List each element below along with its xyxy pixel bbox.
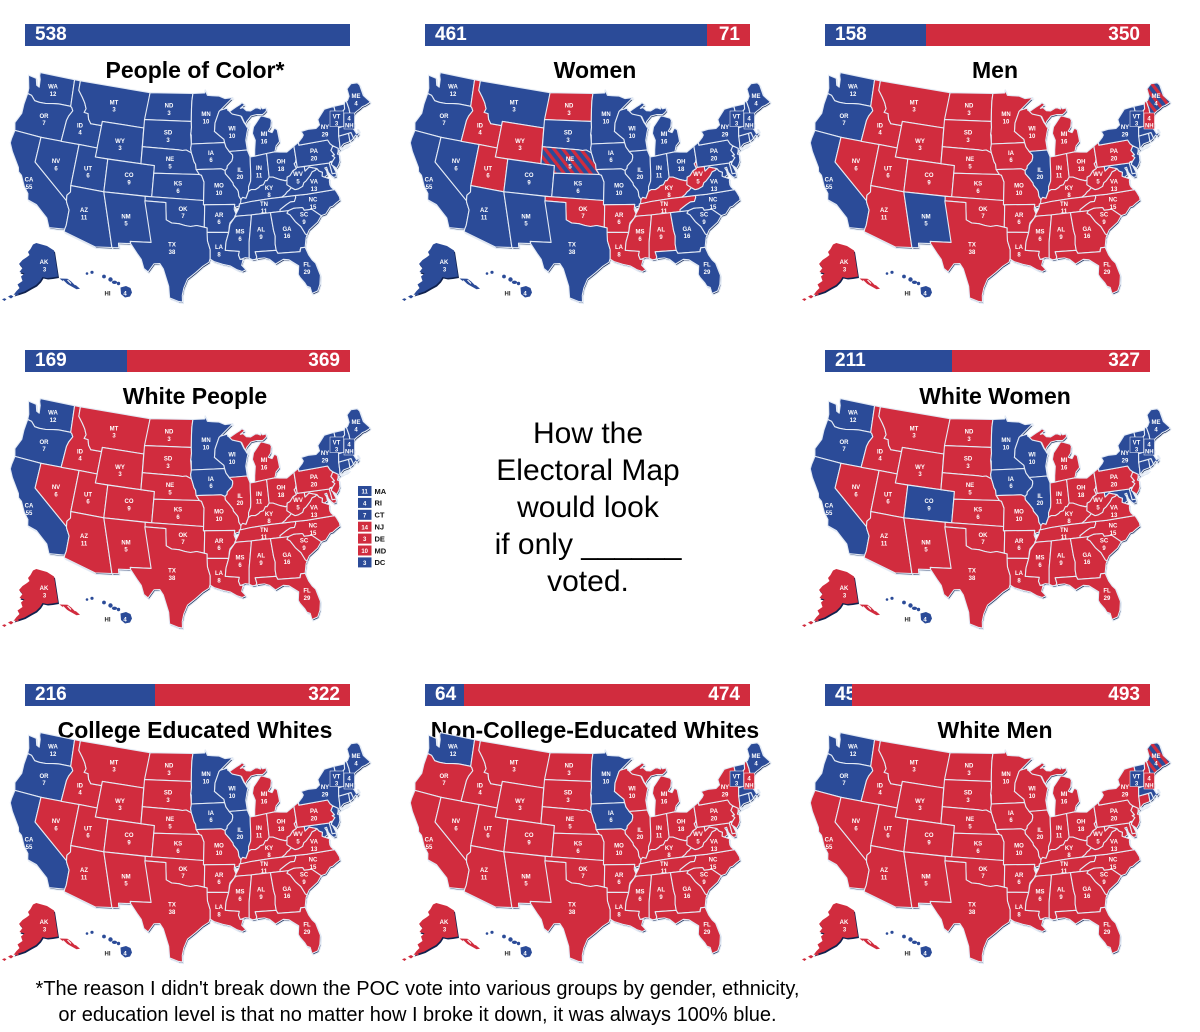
svg-text:4: 4 xyxy=(347,777,351,783)
svg-text:3: 3 xyxy=(363,561,367,567)
svg-text:3: 3 xyxy=(335,448,339,454)
svg-text:CT: CT xyxy=(375,511,385,520)
svg-text:VT: VT xyxy=(1133,441,1141,447)
svg-text:4: 4 xyxy=(1147,117,1151,123)
svg-text:MA: MA xyxy=(375,487,387,496)
svg-text:3: 3 xyxy=(335,782,339,788)
svg-text:VT: VT xyxy=(1133,775,1141,781)
svg-text:NH: NH xyxy=(1145,784,1154,790)
svg-text:10: 10 xyxy=(361,549,368,555)
svg-text:4: 4 xyxy=(747,777,751,783)
svg-text:NH: NH xyxy=(345,124,354,130)
svg-text:4: 4 xyxy=(363,502,367,508)
svg-text:3: 3 xyxy=(1135,448,1139,454)
svg-text:NH: NH xyxy=(345,784,354,790)
svg-text:VT: VT xyxy=(333,441,341,447)
svg-text:VT: VT xyxy=(733,115,741,121)
svg-text:DE: DE xyxy=(375,534,385,543)
svg-text:3: 3 xyxy=(735,122,739,128)
svg-text:3: 3 xyxy=(335,122,339,128)
svg-text:4: 4 xyxy=(1147,777,1151,783)
svg-text:NH: NH xyxy=(1145,450,1154,456)
svg-text:NH: NH xyxy=(345,450,354,456)
svg-text:VT: VT xyxy=(733,775,741,781)
svg-text:3: 3 xyxy=(735,782,739,788)
svg-text:3: 3 xyxy=(1135,782,1139,788)
svg-text:NH: NH xyxy=(745,784,754,790)
svg-text:4: 4 xyxy=(347,443,351,449)
svg-text:3: 3 xyxy=(363,537,367,543)
svg-text:NH: NH xyxy=(745,124,754,130)
svg-text:3: 3 xyxy=(1135,122,1139,128)
svg-text:4: 4 xyxy=(347,117,351,123)
svg-text:RI: RI xyxy=(375,499,383,508)
svg-text:NH: NH xyxy=(1145,124,1154,130)
svg-text:4: 4 xyxy=(747,117,751,123)
svg-text:MD: MD xyxy=(375,546,387,555)
svg-text:7: 7 xyxy=(363,513,367,519)
svg-text:VT: VT xyxy=(333,115,341,121)
svg-text:VT: VT xyxy=(1133,115,1141,121)
svg-text:11: 11 xyxy=(362,490,369,496)
svg-text:VT: VT xyxy=(333,775,341,781)
svg-text:NJ: NJ xyxy=(375,523,385,532)
svg-text:14: 14 xyxy=(361,525,368,531)
svg-text:4: 4 xyxy=(1147,443,1151,449)
svg-text:DC: DC xyxy=(375,558,386,567)
